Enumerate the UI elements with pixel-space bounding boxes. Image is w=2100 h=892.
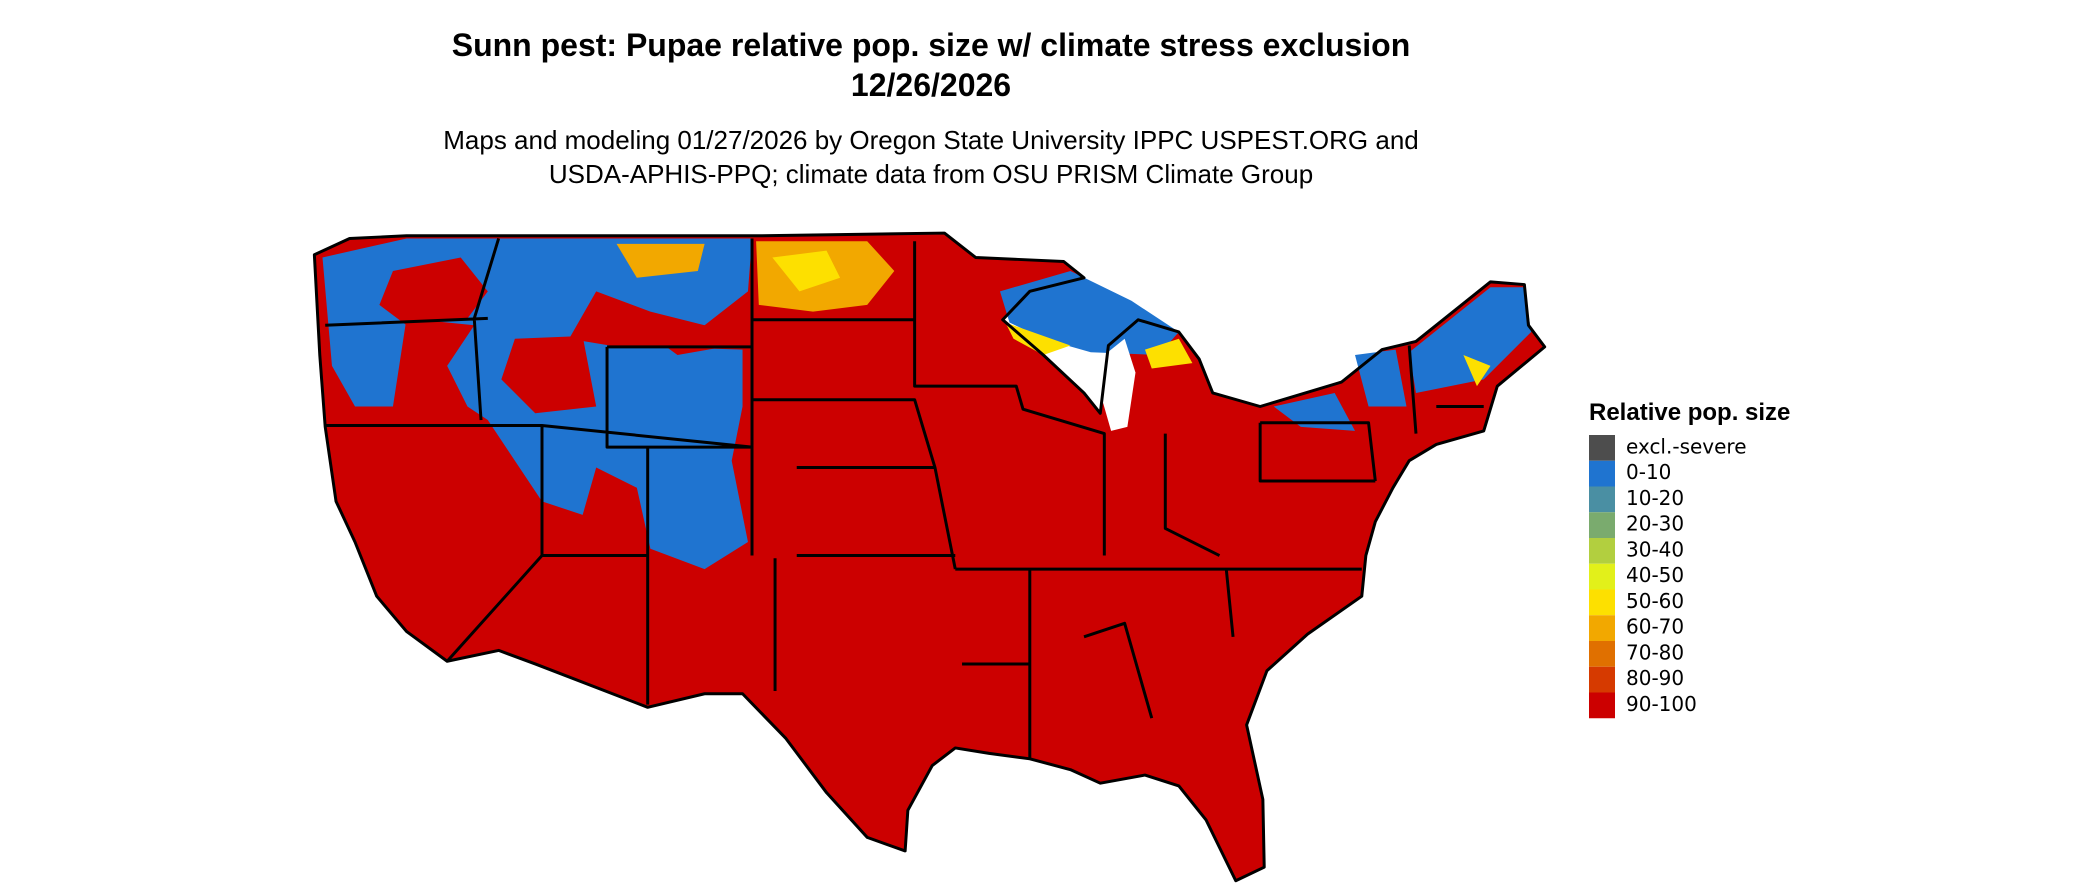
legend-label: 0-10 — [1626, 460, 1671, 484]
map-subtitle: USDA-APHIS-PPQ; climate data from OSU PR… — [549, 159, 1313, 189]
legend-swatch — [1589, 666, 1615, 693]
legend-swatch — [1589, 641, 1615, 667]
legend-swatch — [1589, 460, 1615, 487]
legend-title: Relative pop. size — [1589, 399, 1790, 426]
border — [312, 231, 1547, 883]
legend-label: 60-70 — [1626, 615, 1684, 639]
legend: Relative pop. size excl.-severe0-1010-20… — [1589, 399, 1790, 719]
legend-swatch — [1589, 692, 1615, 719]
lake — [1100, 338, 1136, 431]
map-title: Sunn pest: Pupae relative pop. size w/ c… — [452, 27, 1411, 63]
legend-label: 70-80 — [1626, 640, 1684, 664]
map-subtitle: Maps and modeling 01/27/2026 by Oregon S… — [443, 125, 1419, 155]
legend-swatch — [1589, 589, 1615, 616]
legend-label: 20-30 — [1626, 512, 1684, 536]
low-zone — [999, 271, 1532, 431]
legend-label: 50-60 — [1626, 589, 1684, 613]
us-map — [312, 231, 1547, 883]
legend-swatch — [1589, 538, 1615, 564]
legend-label: 30-40 — [1626, 537, 1684, 561]
legend-swatch — [1589, 563, 1615, 590]
legend-label: excl.-severe — [1626, 434, 1747, 458]
legend-label: 90-100 — [1626, 692, 1697, 716]
state-border — [325, 238, 1484, 759]
map-date: 12/26/2026 — [851, 67, 1011, 103]
legend-label: 10-20 — [1626, 486, 1684, 510]
legend-swatch — [1589, 512, 1615, 538]
legend-swatch — [1589, 615, 1615, 641]
legend-swatch — [1589, 486, 1615, 513]
legend-label: 40-50 — [1626, 563, 1684, 587]
high-zone — [379, 257, 732, 414]
legend-swatch — [1589, 435, 1615, 461]
legend-label: 80-90 — [1626, 666, 1684, 690]
